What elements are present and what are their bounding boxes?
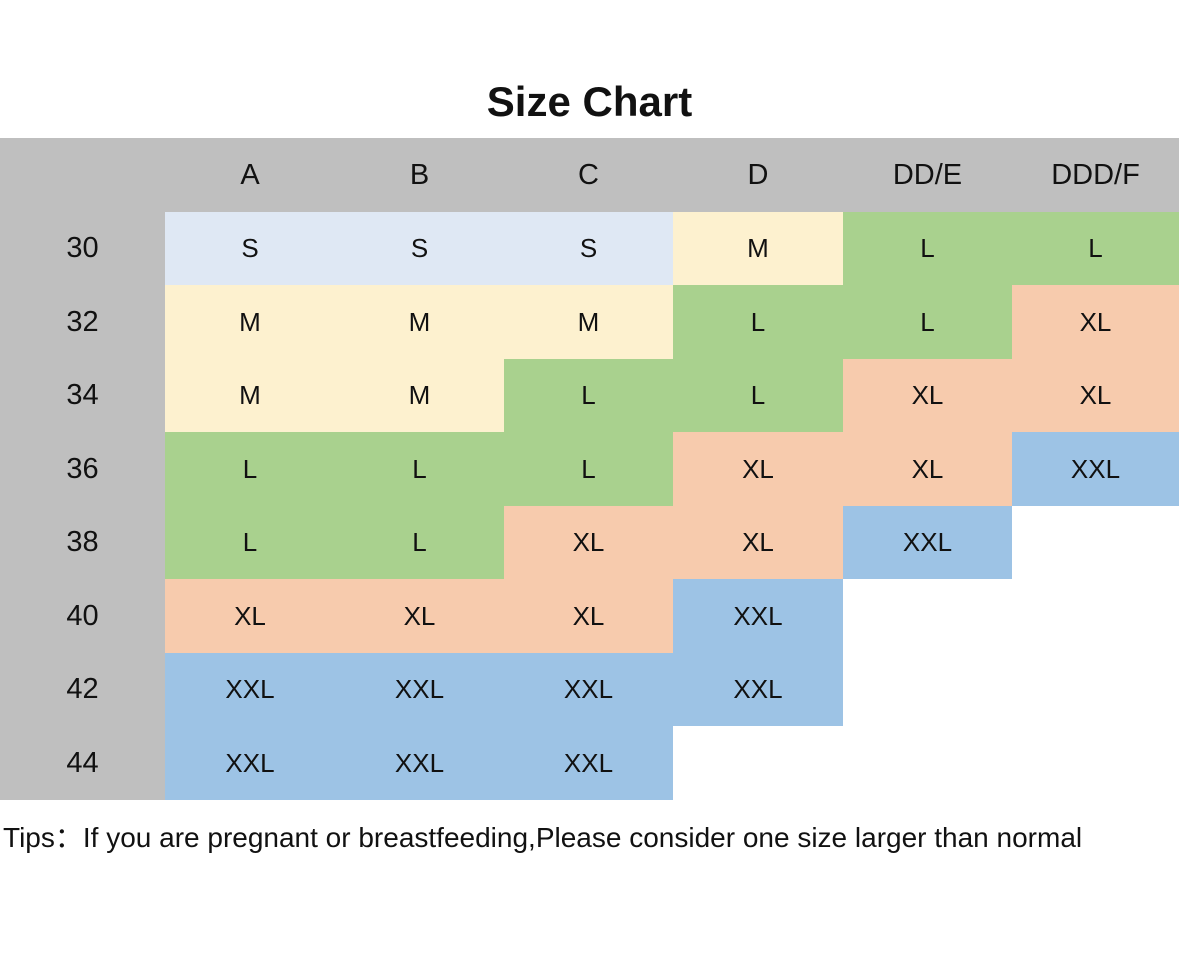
band-size-36: 36 [0, 432, 165, 506]
empty-cell [1012, 506, 1179, 579]
column-header-c: C [504, 138, 673, 212]
band-size-30: 30 [0, 212, 165, 285]
size-cell: XXL [504, 726, 673, 800]
size-cell: XXL [335, 726, 504, 800]
column-header-a: A [165, 138, 335, 212]
size-cell: XXL [165, 726, 335, 800]
size-cell: M [165, 359, 335, 432]
size-cell: M [335, 285, 504, 359]
page-title: Size Chart [486, 78, 693, 125]
tips-text: Tips：If you are pregnant or breastfeedin… [3, 822, 1083, 853]
size-cell: L [504, 359, 673, 432]
size-cell: XL [1012, 359, 1179, 432]
size-cell: XL [843, 359, 1012, 432]
band-size-38: 38 [0, 506, 165, 579]
size-cell: XL [843, 432, 1012, 506]
empty-cell [1012, 579, 1179, 653]
band-size-32: 32 [0, 285, 165, 359]
size-cell: XXL [1012, 432, 1179, 506]
column-header-ddd-f: DDD/F [1012, 138, 1179, 212]
size-cell: L [335, 506, 504, 579]
empty-cell [1012, 653, 1179, 726]
size-cell: XXL [673, 653, 843, 726]
size-cell: XXL [843, 506, 1012, 579]
size-cell: L [673, 359, 843, 432]
size-cell: L [673, 285, 843, 359]
size-cell: XL [504, 579, 673, 653]
size-cell: M [335, 359, 504, 432]
header-corner [0, 138, 165, 212]
column-header-b: B [335, 138, 504, 212]
column-header-d: D [673, 138, 843, 212]
size-cell: XL [504, 506, 673, 579]
size-cell: L [1012, 212, 1179, 285]
size-cell: XL [673, 506, 843, 579]
band-size-40: 40 [0, 579, 165, 653]
size-cell: XL [673, 432, 843, 506]
size-cell: XXL [504, 653, 673, 726]
size-chart-table: A B C D DD/E DDD/F 30 S S S M L L 32 M M M L L XL 34 M M L L XL XL… [0, 138, 1179, 800]
size-cell: XXL [335, 653, 504, 726]
size-cell: M [504, 285, 673, 359]
size-cell: S [335, 212, 504, 285]
empty-cell [843, 579, 1012, 653]
size-cell: XL [1012, 285, 1179, 359]
size-cell: S [165, 212, 335, 285]
size-cell: L [843, 285, 1012, 359]
size-cell: L [843, 212, 1012, 285]
band-size-42: 42 [0, 653, 165, 726]
band-size-34: 34 [0, 359, 165, 432]
column-header-dd-e: DD/E [843, 138, 1012, 212]
size-cell: XL [335, 579, 504, 653]
size-cell: L [504, 432, 673, 506]
empty-cell [1012, 726, 1179, 800]
size-cell: M [165, 285, 335, 359]
band-size-44: 44 [0, 726, 165, 800]
size-cell: M [673, 212, 843, 285]
empty-cell [843, 653, 1012, 726]
empty-cell [673, 726, 843, 800]
size-cell: L [335, 432, 504, 506]
size-cell: XL [165, 579, 335, 653]
size-cell: S [504, 212, 673, 285]
size-cell: L [165, 432, 335, 506]
size-cell: L [165, 506, 335, 579]
size-cell: XXL [165, 653, 335, 726]
size-cell: XXL [673, 579, 843, 653]
empty-cell [843, 726, 1012, 800]
